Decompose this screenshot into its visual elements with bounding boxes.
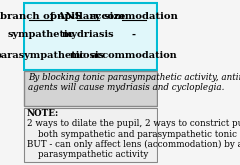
Text: both sympathetic and parasympathetic tonic activity: both sympathetic and parasympathetic ton… [27, 130, 240, 139]
Text: branch of ANS: branch of ANS [0, 12, 81, 21]
Text: 2 ways to dilate the pupil, 2 ways to constrict pupil due to: 2 ways to dilate the pupil, 2 ways to co… [27, 119, 240, 129]
Text: sympathetic: sympathetic [7, 30, 74, 39]
FancyBboxPatch shape [24, 108, 157, 162]
Text: parasympathetic activity: parasympathetic activity [27, 150, 148, 159]
Text: pupillary size: pupillary size [50, 12, 126, 21]
FancyBboxPatch shape [24, 3, 157, 70]
Text: parasympathetic: parasympathetic [0, 51, 86, 60]
Text: By blocking tonic parasympathetic activity, antimuscarinic
agents will cause myd: By blocking tonic parasympathetic activi… [28, 73, 240, 92]
Text: -: - [132, 30, 136, 39]
FancyBboxPatch shape [24, 71, 157, 106]
Text: mydriasis: mydriasis [61, 30, 114, 39]
Text: accommodation: accommodation [89, 12, 178, 21]
Text: BUT - can only affect lens (accommodation) by altering: BUT - can only affect lens (accommodatio… [27, 140, 240, 149]
Text: miosis: miosis [70, 51, 105, 60]
Text: NOTE:: NOTE: [27, 109, 59, 118]
Text: accommodation: accommodation [90, 51, 177, 60]
